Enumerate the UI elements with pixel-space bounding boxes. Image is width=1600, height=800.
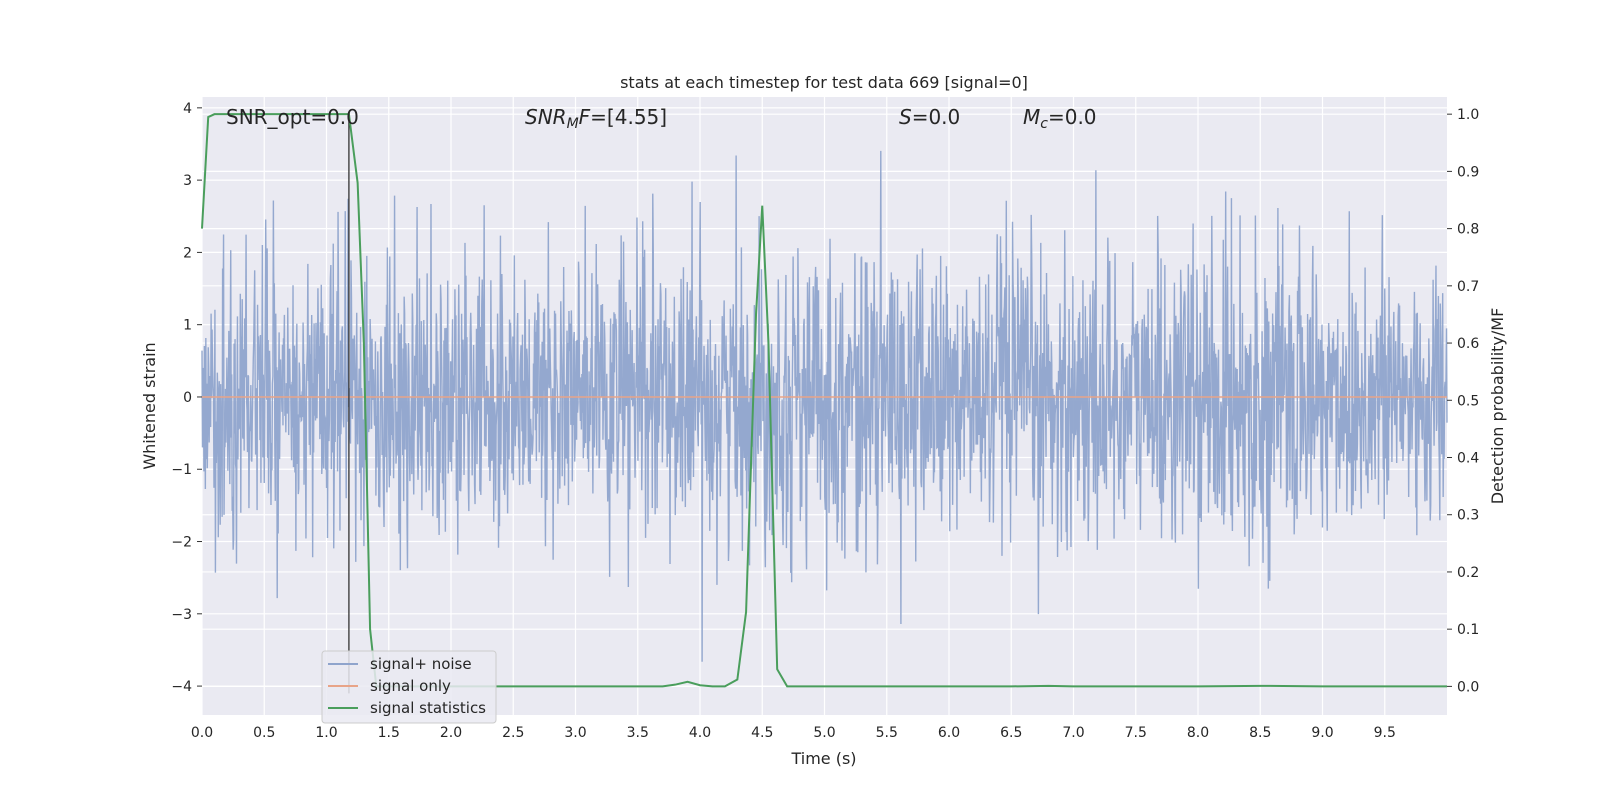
legend-label-signal-statistics: signal statistics <box>370 699 486 717</box>
legend: signal+ noise signal only signal statist… <box>321 650 497 724</box>
y-tick-label: −3 <box>171 607 192 623</box>
y2-tick-label: 0.5 <box>1457 393 1479 409</box>
y2-tick-label: 1.0 <box>1457 107 1479 123</box>
x-tick-label: 5.0 <box>813 725 835 741</box>
series-signal-statistics <box>201 113 1447 688</box>
y2-tick-label: 0.4 <box>1457 451 1479 467</box>
y2-tick-label: 0.2 <box>1457 565 1479 581</box>
x-tick-label: 9.5 <box>1374 725 1396 741</box>
y2-tick-label: 0.9 <box>1457 164 1479 180</box>
y2-tick-label: 0.0 <box>1457 679 1479 695</box>
x-tick-label: 8.0 <box>1187 725 1209 741</box>
y-tick-label: −1 <box>171 462 192 478</box>
legend-label-signal-noise: signal+ noise <box>370 655 472 673</box>
x-tick-label: 9.0 <box>1311 725 1333 741</box>
series-signal-noise <box>201 150 1448 662</box>
x-tick-label: 4.5 <box>751 725 773 741</box>
x-tick-label: 0.0 <box>191 725 213 741</box>
legend-label-signal-only: signal only <box>370 677 451 695</box>
y2-tick-label: 0.1 <box>1457 622 1479 638</box>
x-axis-label: Time (s) <box>790 749 856 768</box>
y-tick-label: 2 <box>183 245 192 261</box>
x-tick-label: 5.5 <box>876 725 898 741</box>
x-tick-label: 7.5 <box>1125 725 1147 741</box>
annotation-s: S=0.0 <box>899 105 960 129</box>
annotation-mc: Mc=0.0 <box>1023 105 1097 132</box>
y2-tick-label: 0.8 <box>1457 222 1479 238</box>
legend-box <box>321 650 497 724</box>
signal-statistics-line <box>201 113 1447 688</box>
y-tick-label: −2 <box>171 535 192 551</box>
chart-title: stats at each timestep for test data 669… <box>620 73 1028 92</box>
y-tick-label: −4 <box>171 679 192 695</box>
x-tick-label: 2.5 <box>502 725 524 741</box>
x-tick-label: 4.0 <box>689 725 711 741</box>
x-tick-label: 3.0 <box>564 725 586 741</box>
x-tick-label: 0.5 <box>253 725 275 741</box>
y-tick-label: 4 <box>183 101 192 117</box>
x-tick-label: 6.0 <box>938 725 960 741</box>
y2-tick-label: 0.7 <box>1457 279 1479 295</box>
y-axis-label: Whitened strain <box>140 342 159 469</box>
y-tick-label: 0 <box>183 390 192 406</box>
x-tick-labels: 0.0 0.5 1.0 1.5 2.0 2.5 3.0 3.5 4.0 4.5 5.0 5.5 6.0 6… <box>191 725 1396 741</box>
y-tick-label: 3 <box>183 173 192 189</box>
x-tick-label: 7.0 <box>1062 725 1084 741</box>
x-tick-label: 1.5 <box>378 725 400 741</box>
y2-tick-label: 0.6 <box>1457 336 1479 352</box>
y2-tick-label: 0.3 <box>1457 508 1479 524</box>
annotation-snr-opt: SNR_opt=0.0 <box>226 105 359 129</box>
y2-tick-labels: 0.0 0.1 0.2 0.3 0.4 0.5 0.6 0.7 0.8 0.9 1.0 <box>1447 107 1479 695</box>
x-tick-label: 3.5 <box>627 725 649 741</box>
x-tick-label: 2.0 <box>440 725 462 741</box>
y-tick-label: 1 <box>183 318 192 334</box>
x-tick-label: 1.0 <box>315 725 337 741</box>
x-tick-label: 8.5 <box>1249 725 1271 741</box>
y2-axis-label: Detection probability/MF <box>1488 308 1507 505</box>
signal-noise-line <box>201 150 1448 662</box>
x-tick-label: 6.5 <box>1000 725 1022 741</box>
y-tick-labels: −4 −3 −2 −1 0 1 2 3 4 <box>171 101 202 695</box>
annotation-snr-mf: SNRMF=[4.55] <box>525 105 667 132</box>
